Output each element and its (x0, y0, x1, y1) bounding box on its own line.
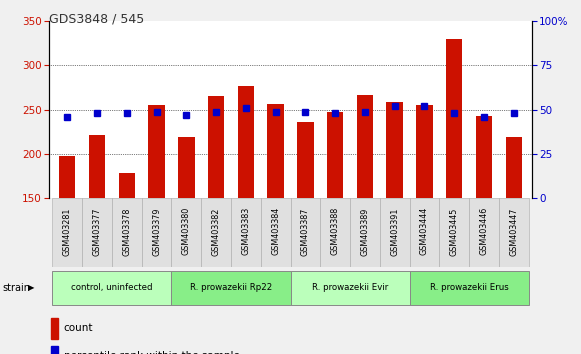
Text: GSM403444: GSM403444 (420, 207, 429, 256)
Text: ▶: ▶ (28, 283, 34, 292)
Bar (142, 198, 171, 267)
Bar (59, 156, 76, 198)
Text: GSM403377: GSM403377 (92, 207, 102, 256)
Text: GSM403378: GSM403378 (122, 207, 131, 256)
Text: GSM403387: GSM403387 (301, 207, 310, 256)
Bar (89, 135, 105, 198)
Bar (505, 137, 522, 198)
Text: GSM403384: GSM403384 (271, 207, 280, 256)
Bar (171, 198, 201, 267)
Bar (446, 39, 462, 198)
Bar (499, 198, 529, 267)
Text: GSM403382: GSM403382 (211, 207, 221, 256)
Bar (238, 86, 254, 198)
Bar (327, 113, 343, 198)
Bar (148, 105, 165, 198)
Text: count: count (63, 323, 93, 333)
Bar (119, 173, 135, 198)
Text: GDS3848 / 545: GDS3848 / 545 (49, 12, 145, 25)
Bar (410, 198, 439, 267)
Bar (290, 270, 410, 305)
Bar (208, 97, 224, 198)
Bar (297, 122, 314, 198)
Bar (357, 95, 373, 198)
Bar (51, 346, 59, 354)
Bar (469, 198, 499, 267)
Bar (267, 104, 284, 198)
Bar (52, 198, 82, 267)
Bar (231, 198, 261, 267)
Bar (201, 198, 231, 267)
Text: percentile rank within the sample: percentile rank within the sample (63, 351, 239, 354)
Text: GSM403389: GSM403389 (360, 207, 370, 256)
Bar (380, 198, 410, 267)
Text: strain: strain (3, 282, 31, 293)
Bar (82, 198, 112, 267)
Bar (261, 198, 290, 267)
Text: R. prowazekii Evir: R. prowazekii Evir (312, 283, 388, 292)
Bar (52, 270, 171, 305)
Text: GSM403446: GSM403446 (479, 207, 489, 256)
Text: GSM403445: GSM403445 (450, 207, 459, 256)
Bar (112, 198, 142, 267)
Text: GSM403388: GSM403388 (331, 207, 340, 256)
Bar (290, 198, 320, 267)
Text: R. prowazekii Erus: R. prowazekii Erus (430, 283, 508, 292)
Bar (439, 198, 469, 267)
Bar (178, 137, 195, 198)
Text: control, uninfected: control, uninfected (71, 283, 153, 292)
Text: GSM403281: GSM403281 (63, 207, 71, 256)
Bar (416, 105, 433, 198)
Bar (171, 270, 290, 305)
Bar (350, 198, 380, 267)
Text: GSM403379: GSM403379 (152, 207, 161, 256)
Text: GSM403447: GSM403447 (510, 207, 518, 256)
Bar (51, 318, 59, 338)
Bar (386, 102, 403, 198)
Bar (410, 270, 529, 305)
Text: R. prowazekii Rp22: R. prowazekii Rp22 (190, 283, 272, 292)
Text: GSM403383: GSM403383 (241, 207, 250, 256)
Text: GSM403391: GSM403391 (390, 207, 399, 256)
Bar (476, 116, 492, 198)
Bar (320, 198, 350, 267)
Text: GSM403380: GSM403380 (182, 207, 191, 256)
